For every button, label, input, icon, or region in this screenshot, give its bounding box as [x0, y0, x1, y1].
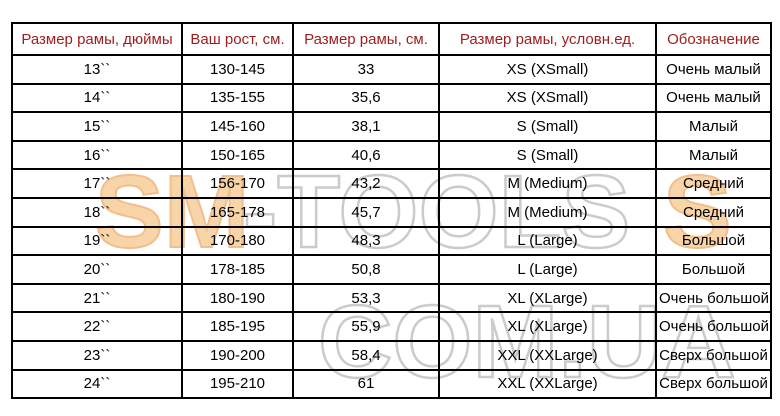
table-cell: 35,6: [292, 82, 440, 114]
table-row: 17`` 156-170 43,2 M (Medium) Средний: [11, 168, 772, 199]
column-header: Размер рамы, см.: [292, 22, 440, 56]
table-cell: 40,6: [292, 139, 440, 171]
table-cell: 50,8: [292, 254, 440, 285]
table-cell: Сверх большой: [655, 368, 772, 400]
table-cell: 23``: [11, 339, 183, 371]
table-cell: 14``: [11, 82, 183, 114]
table-cell: 38,1: [292, 111, 440, 142]
table-cell: Малый: [655, 111, 772, 142]
table-cell: Большой: [655, 225, 772, 257]
table-cell: 15``: [11, 111, 183, 142]
table-row: 22`` 185-195 55,9 XL (XLarge) Очень большой: [11, 311, 772, 342]
table-cell: 145-160: [181, 111, 294, 142]
table-cell: Очень малый: [655, 54, 772, 85]
column-header: Размер рамы, дюймы: [11, 22, 183, 56]
table-cell: 33: [292, 54, 440, 85]
table-cell: Сверх большой: [655, 339, 772, 371]
table-cell: 156-170: [181, 168, 294, 199]
table-cell: M (Medium): [438, 168, 657, 199]
table-cell: 20``: [11, 254, 183, 285]
table-cell: Малый: [655, 139, 772, 171]
column-header: Обозначение: [655, 22, 772, 56]
table-cell: S (Small): [438, 139, 657, 171]
table-cell: XS (XSmall): [438, 54, 657, 85]
table-cell: Очень малый: [655, 82, 772, 114]
table-cell: 178-185: [181, 254, 294, 285]
table-row: 15`` 145-160 38,1 S (Small) Малый: [11, 111, 772, 142]
table-row: 18`` 165-178 45,7 M (Medium) Средний: [11, 196, 772, 228]
table-cell: XL (XLarge): [438, 282, 657, 314]
table-cell: 18``: [11, 196, 183, 228]
table-cell: XS (XSmall): [438, 82, 657, 114]
table-cell: M (Medium): [438, 196, 657, 228]
table-cell: 170-180: [181, 225, 294, 257]
table-cell: 180-190: [181, 282, 294, 314]
table-cell: Очень большой: [655, 311, 772, 342]
table-cell: 130-145: [181, 54, 294, 85]
table-row: 16`` 150-165 40,6 S (Small) Малый: [11, 139, 772, 171]
column-header: Ваш рост, см.: [181, 22, 294, 56]
table-cell: Большой: [655, 254, 772, 285]
table-cell: L (Large): [438, 254, 657, 285]
table-row: 13`` 130-145 33 XS (XSmall) Очень малый: [11, 54, 772, 85]
table-cell: 61: [292, 368, 440, 400]
table-cell: 13``: [11, 54, 183, 85]
table-row: 24`` 195-210 61 XXL (XXLarge) Сверх большой: [11, 368, 772, 400]
table-cell: 48,3: [292, 225, 440, 257]
table-cell: 19``: [11, 225, 183, 257]
table-cell: XXL (XXLarge): [438, 368, 657, 400]
table-cell: XXL (XXLarge): [438, 339, 657, 371]
table-cell: 53,3: [292, 282, 440, 314]
table-row: 23`` 190-200 58,4 XXL (XXLarge) Сверх большо…: [11, 339, 772, 371]
table-row: 21`` 180-190 53,3 XL (XLarge) Очень большой: [11, 282, 772, 314]
table-cell: L (Large): [438, 225, 657, 257]
table-cell: 165-178: [181, 196, 294, 228]
table-cell: 45,7: [292, 196, 440, 228]
table-cell: Средний: [655, 168, 772, 199]
bike-frame-size-table: Размер рамы, дюймы Ваш рост, см. Размер ра…: [11, 22, 772, 400]
table-cell: 185-195: [181, 311, 294, 342]
table-cell: S (Small): [438, 111, 657, 142]
table-cell: XL (XLarge): [438, 311, 657, 342]
table-cell: 55,9: [292, 311, 440, 342]
table-cell: 22``: [11, 311, 183, 342]
table-cell: Очень большой: [655, 282, 772, 314]
table-cell: 195-210: [181, 368, 294, 400]
table-cell: Средний: [655, 196, 772, 228]
column-header: Размер рамы, условн.ед.: [438, 22, 657, 56]
table-cell: 150-165: [181, 139, 294, 171]
table-row: 20`` 178-185 50,8 L (Large) Большой: [11, 254, 772, 285]
table-header-row: Размер рамы, дюймы Ваш рост, см. Размер ра…: [11, 22, 772, 56]
table-row: 14`` 135-155 35,6 XS (XSmall) Очень малый: [11, 82, 772, 114]
table-row: 19`` 170-180 48,3 L (Large) Большой: [11, 225, 772, 257]
table-cell: 135-155: [181, 82, 294, 114]
table-cell: 16``: [11, 139, 183, 171]
table-cell: 58,4: [292, 339, 440, 371]
table-cell: 17``: [11, 168, 183, 199]
table-cell: 43,2: [292, 168, 440, 199]
table-cell: 24``: [11, 368, 183, 400]
table-body: 13`` 130-145 33 XS (XSmall) Очень малый 14`` 1…: [11, 54, 772, 400]
table-cell: 190-200: [181, 339, 294, 371]
table-cell: 21``: [11, 282, 183, 314]
